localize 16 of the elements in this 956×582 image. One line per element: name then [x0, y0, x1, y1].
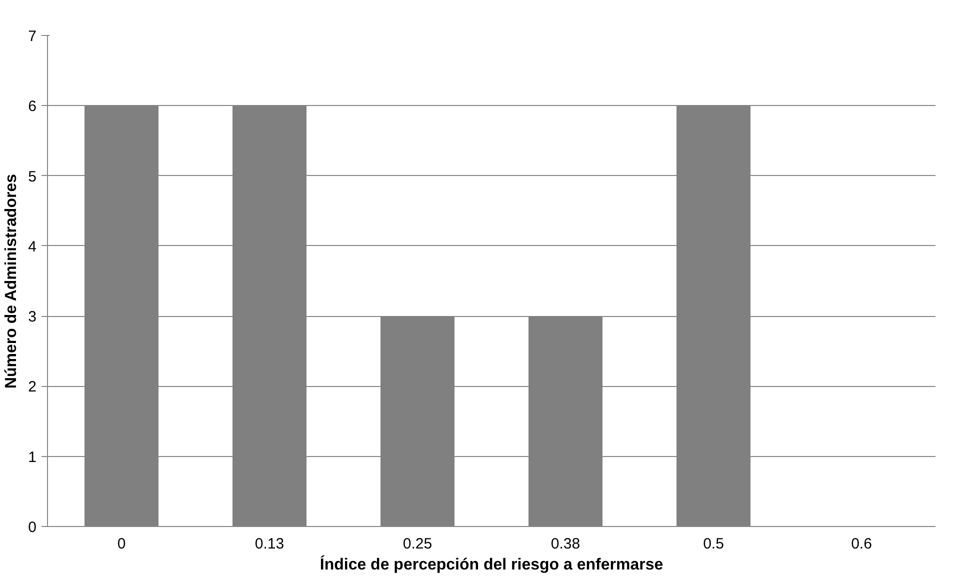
y-tick-label: 4: [28, 238, 36, 256]
x-axis-title: Índice de percepción del riesgo a enfermarse: [320, 554, 664, 574]
y-tick-label: 3: [28, 308, 36, 326]
x-tick-label: 0.25: [402, 536, 432, 552]
x-tick-label: 0.5: [703, 536, 724, 552]
y-tick-label: 1: [28, 448, 36, 466]
y-tick-label: 7: [28, 28, 36, 45]
x-tick-label: 0.6: [851, 536, 872, 552]
y-tick-label: 5: [28, 168, 36, 186]
x-tick-label: 0: [117, 536, 126, 552]
x-tick-label: 0.13: [254, 536, 284, 552]
y-tick-label: 0: [28, 519, 36, 536]
x-tick-label: 0.38: [550, 536, 580, 552]
y-tick-label: 6: [28, 98, 36, 116]
y-tick-label: 2: [28, 378, 36, 396]
y-axis-title: Número de Administradores: [3, 174, 20, 389]
